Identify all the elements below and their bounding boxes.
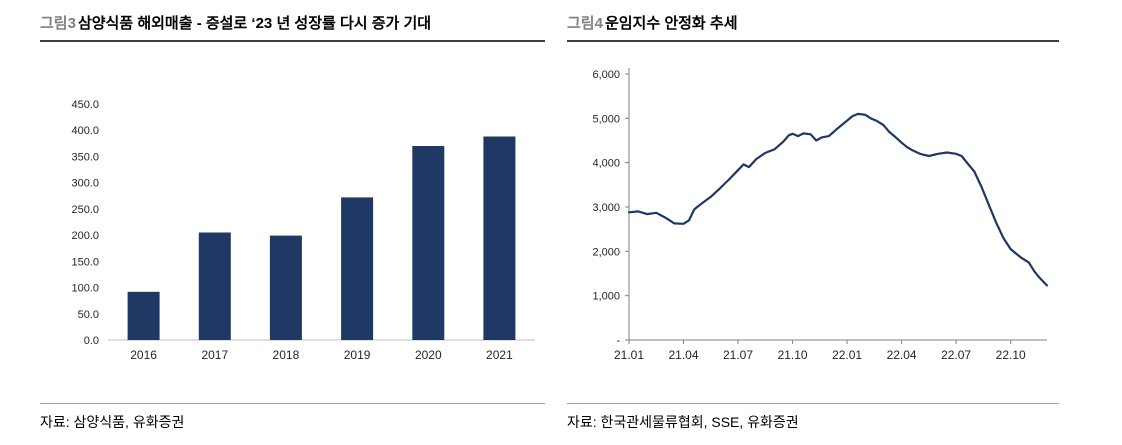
svg-text:100.0: 100.0 — [71, 283, 99, 295]
figure3-title: 삼양식품 해외매출 - 증설로 ‘23 년 성장률 다시 증가 기대 — [77, 15, 432, 32]
svg-text:50.0: 50.0 — [78, 309, 99, 321]
svg-text:21.10: 21.10 — [778, 348, 808, 362]
svg-text:2018: 2018 — [273, 348, 300, 362]
figure4-line-chart: - 1,000 2,000 3,000 4,000 5,000 6,000 21.01 21.0… — [592, 68, 1049, 362]
figure4-panel: 그림4 운임지수 안정화 추세 - 1,000 2,000 3,000 4,000 5,00… — [567, 14, 1059, 432]
figure4-header: 그림4 운임지수 안정화 추세 — [567, 14, 1059, 42]
svg-text:21.07: 21.07 — [723, 348, 753, 362]
figure4-chart-area: - 1,000 2,000 3,000 4,000 5,000 6,000 21.01 21.0… — [567, 42, 1059, 403]
figure3-bar-chart: 0.0 50.0 100.0 150.0 200.0 250.0 300.0 350.0 400… — [71, 99, 535, 362]
svg-text:3,000: 3,000 — [592, 202, 620, 214]
figure3-header: 그림3 삼양식품 해외매출 - 증설로 ‘23 년 성장률 다시 증가 기대 — [40, 14, 545, 42]
svg-text:2016: 2016 — [130, 348, 157, 362]
svg-text:1,000: 1,000 — [592, 291, 620, 303]
svg-text:0.0: 0.0 — [84, 335, 99, 347]
svg-text:200.0: 200.0 — [71, 230, 99, 242]
figure3-source: 자료: 삼양식품, 유화증권 — [40, 403, 545, 432]
svg-text:150.0: 150.0 — [71, 256, 99, 268]
svg-text:22.04: 22.04 — [887, 348, 917, 362]
svg-text:2020: 2020 — [415, 348, 442, 362]
svg-text:2,000: 2,000 — [592, 246, 620, 258]
svg-text:21.04: 21.04 — [668, 348, 698, 362]
svg-text:450.0: 450.0 — [71, 99, 99, 111]
svg-text:2019: 2019 — [344, 348, 371, 362]
figure3-chart-area: 0.0 50.0 100.0 150.0 200.0 250.0 300.0 350.0 400… — [40, 42, 545, 403]
figure4-source: 자료: 한국관세물류협회, SSE, 유화증권 — [567, 403, 1059, 432]
figure4-label: 그림4 — [567, 15, 603, 32]
svg-text:21.01: 21.01 — [614, 348, 644, 362]
svg-text:-: - — [616, 335, 620, 347]
svg-text:2021: 2021 — [486, 348, 513, 362]
svg-text:300.0: 300.0 — [71, 178, 99, 190]
figure3-panel: 그림3 삼양식품 해외매출 - 증설로 ‘23 년 성장률 다시 증가 기대 0.… — [40, 14, 545, 432]
svg-text:22.01: 22.01 — [832, 348, 862, 362]
figure3-label: 그림3 — [40, 15, 76, 32]
svg-text:22.07: 22.07 — [941, 348, 971, 362]
figure4-title: 운임지수 안정화 추세 — [604, 15, 738, 32]
svg-text:250.0: 250.0 — [71, 204, 99, 216]
svg-text:350.0: 350.0 — [71, 151, 99, 163]
report-figures-row: 그림3 삼양식품 해외매출 - 증설로 ‘23 년 성장률 다시 증가 기대 0.… — [40, 14, 1059, 432]
svg-text:5,000: 5,000 — [592, 113, 620, 125]
svg-text:400.0: 400.0 — [71, 125, 99, 137]
svg-text:22.10: 22.10 — [996, 348, 1026, 362]
svg-text:6,000: 6,000 — [592, 69, 620, 81]
svg-text:4,000: 4,000 — [592, 158, 620, 170]
svg-text:2017: 2017 — [201, 348, 228, 362]
